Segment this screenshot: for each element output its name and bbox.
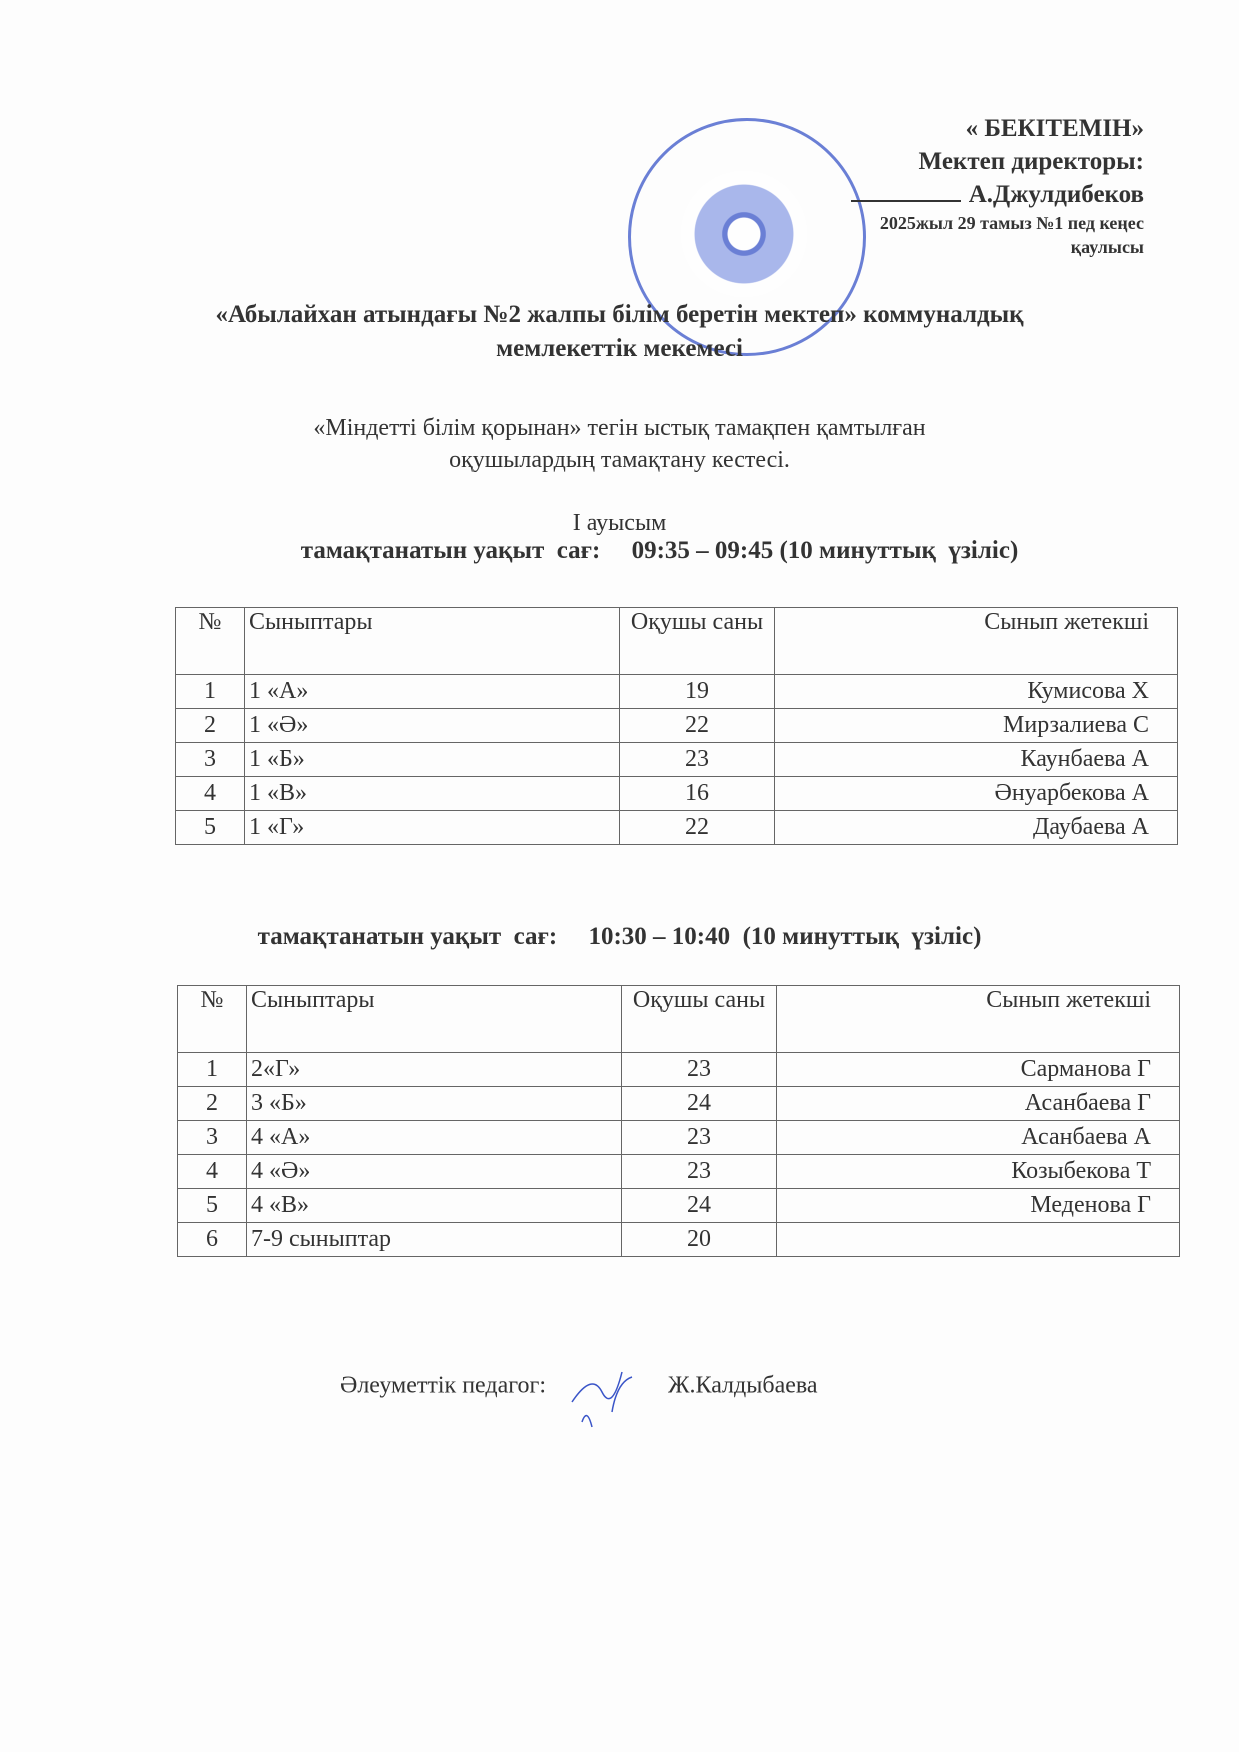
cell-n: 1 bbox=[175, 674, 245, 709]
table-header-row: № Сыныптары Оқушы саны Сынып жетекші bbox=[175, 607, 1178, 675]
column-header: Сынып жетекші bbox=[776, 985, 1180, 1053]
document-subtitle: «Міндетті білім қорынан» тегін ыстық там… bbox=[0, 412, 1239, 476]
column-header: № bbox=[177, 985, 247, 1053]
cell-n: 3 bbox=[177, 1120, 247, 1155]
cell-count: 19 bbox=[619, 674, 775, 709]
cell-count: 20 bbox=[621, 1222, 777, 1257]
cell-teacher: Даубаева А bbox=[774, 810, 1178, 845]
approval-decision: 2025жыл 29 тамыз №1 пед кеңес bbox=[879, 213, 1144, 233]
cell-n: 2 bbox=[177, 1086, 247, 1121]
section-2-time: тамақтанатын уақыт сағ: 10:30 – 10:40 (1… bbox=[257, 923, 982, 950]
handwritten-signature bbox=[571, 1371, 633, 1428]
cell-cls: 1 «В» bbox=[244, 776, 620, 811]
cell-n: 4 bbox=[175, 776, 245, 811]
shift-block: І ауысым тамақтанатын уақыт сағ: 09:35 –… bbox=[0, 510, 1239, 565]
subtitle-line-2: оқушылардың тамақтану кестесі. bbox=[449, 447, 790, 473]
school-stamp bbox=[628, 118, 866, 356]
cell-cls: 4 «Ә» bbox=[246, 1154, 622, 1189]
cell-cls: 1 «Г» bbox=[244, 810, 620, 845]
cell-teacher: Каунбаева А bbox=[774, 742, 1178, 777]
cell-n: 5 bbox=[175, 810, 245, 845]
cell-teacher bbox=[776, 1222, 1180, 1257]
signature-role: Әлеуметтік педагог: bbox=[340, 1372, 546, 1399]
column-header: Оқушы саны bbox=[621, 985, 777, 1053]
emblem-icon bbox=[681, 171, 807, 297]
cell-n: 4 bbox=[177, 1154, 247, 1189]
cell-cls: 1 «Ә» bbox=[244, 708, 620, 743]
approval-heading: « БЕКІТЕМІН» bbox=[965, 115, 1144, 142]
cell-teacher: Асанбаева А bbox=[776, 1120, 1180, 1155]
table-header-row: № Сыныптары Оқушы саны Сынып жетекші bbox=[177, 985, 1180, 1053]
cell-teacher: Әнуарбекова А bbox=[774, 776, 1178, 811]
cell-teacher: Сарманова Г bbox=[776, 1052, 1180, 1087]
column-header: Оқушы саны bbox=[619, 607, 775, 675]
cell-count: 24 bbox=[621, 1188, 777, 1223]
cell-count: 23 bbox=[619, 742, 775, 777]
approval-block: « БЕКІТЕМІН» Мектеп директоры: А.Джулдиб… bbox=[850, 112, 1144, 259]
cell-cls: 1 «А» bbox=[244, 674, 620, 709]
cell-n: 6 bbox=[177, 1222, 247, 1257]
cell-n: 5 bbox=[177, 1188, 247, 1223]
cell-count: 16 bbox=[619, 776, 775, 811]
cell-count: 23 bbox=[621, 1120, 777, 1155]
table-row: 6 7-9 сыныптар 20 bbox=[177, 1222, 1180, 1257]
cell-n: 2 bbox=[175, 708, 245, 743]
schedule-table-1: № Сыныптары Оқушы саны Сынып жетекші 1 1 «А» 1… bbox=[175, 607, 1178, 845]
column-header: № bbox=[175, 607, 245, 675]
column-header: Сынып жетекші bbox=[774, 607, 1178, 675]
cell-count: 22 bbox=[619, 708, 775, 743]
table-row: 1 2«Г» 23 Сарманова Г bbox=[177, 1052, 1180, 1087]
institution-line-2: мемлекеттік мекемесі bbox=[496, 335, 743, 362]
approval-position: Мектеп директоры: bbox=[918, 148, 1144, 175]
cell-cls: 4 «В» bbox=[246, 1188, 622, 1223]
cell-count: 24 bbox=[621, 1086, 777, 1121]
cell-n: 1 bbox=[177, 1052, 247, 1087]
institution-title: «Абылайхан атындағы №2 жалпы білім берет… bbox=[0, 298, 1239, 366]
cell-teacher: Меденова Г bbox=[776, 1188, 1180, 1223]
subtitle-line-1: «Міндетті білім қорынан» тегін ыстық там… bbox=[313, 415, 926, 441]
schedule-table-2: № Сыныптары Оқушы саны Сынып жетекші 1 2«Г» 23… bbox=[177, 985, 1180, 1257]
cell-cls: 1 «Б» bbox=[244, 742, 620, 777]
shift-label: І ауысым bbox=[572, 510, 667, 536]
cell-teacher: Кумисова Х bbox=[774, 674, 1178, 709]
cell-teacher: Мирзалиева С bbox=[774, 708, 1178, 743]
cell-cls: 2«Г» bbox=[246, 1052, 622, 1087]
approval-name: А.Джулдибеков bbox=[850, 178, 1144, 211]
cell-cls: 7-9 сыныптар bbox=[246, 1222, 622, 1257]
institution-line-1: «Абылайхан атындағы №2 жалпы білім берет… bbox=[215, 301, 1024, 328]
cell-count: 23 bbox=[621, 1052, 777, 1087]
column-header: Сыныптары bbox=[244, 607, 620, 675]
cell-cls: 4 «А» bbox=[246, 1120, 622, 1155]
cell-teacher: Козыбекова Т bbox=[776, 1154, 1180, 1189]
cell-n: 3 bbox=[175, 742, 245, 777]
signature-block: Әлеуметтік педагог: Ж.Калдыбаева bbox=[340, 1362, 818, 1428]
section-1-time: тамақтанатын уақыт сағ: 09:35 – 09:45 (1… bbox=[300, 537, 1019, 564]
cell-count: 23 bbox=[621, 1154, 777, 1189]
approval-decision-2: қаулысы bbox=[1070, 237, 1144, 257]
column-header: Сыныптары bbox=[246, 985, 622, 1053]
cell-count: 22 bbox=[619, 810, 775, 845]
cell-teacher: Асанбаева Г bbox=[776, 1086, 1180, 1121]
cell-cls: 3 «Б» bbox=[246, 1086, 622, 1121]
signature-name: Ж.Калдыбаева bbox=[668, 1372, 818, 1399]
